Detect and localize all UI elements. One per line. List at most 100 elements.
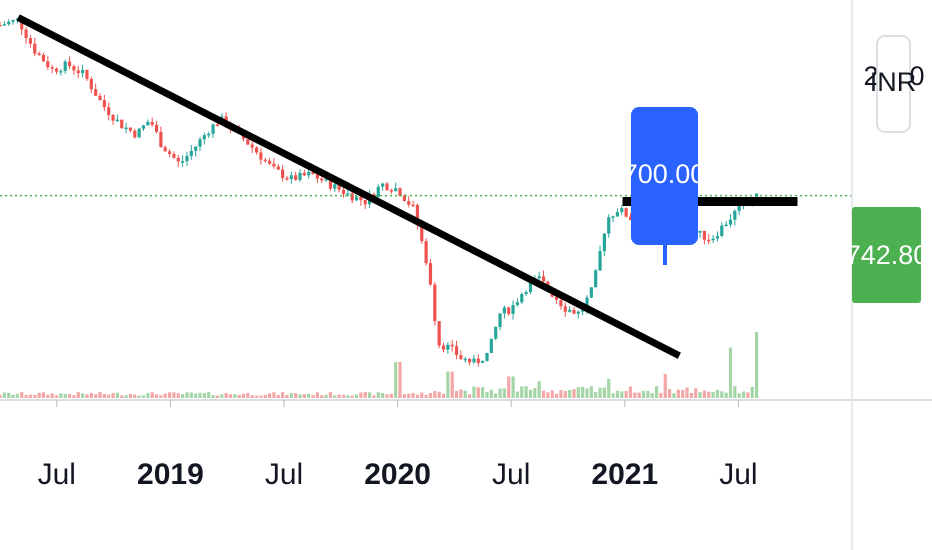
volume-bar bbox=[346, 395, 350, 398]
candle-body bbox=[585, 297, 589, 309]
candle-body bbox=[250, 144, 254, 148]
candle-body bbox=[41, 54, 46, 62]
candle-body bbox=[137, 128, 141, 138]
candle-body bbox=[102, 100, 106, 108]
volume-bar bbox=[472, 386, 476, 398]
volume-bar bbox=[533, 388, 537, 398]
volume-bar bbox=[50, 393, 54, 398]
volume-bar bbox=[598, 387, 602, 398]
candle-body bbox=[76, 70, 80, 74]
volume-bar bbox=[289, 393, 293, 398]
volume-bar bbox=[328, 392, 333, 398]
volume-bar bbox=[520, 386, 524, 398]
candle-body bbox=[437, 321, 441, 346]
candle-body bbox=[163, 147, 167, 152]
candle-body bbox=[346, 193, 350, 195]
volume-bar bbox=[515, 391, 520, 398]
candle-body bbox=[572, 309, 576, 314]
volume-bar bbox=[541, 390, 546, 398]
candle-body bbox=[276, 166, 280, 170]
trendline-descending-resistance[interactable] bbox=[16, 14, 681, 359]
volume-bars bbox=[0, 332, 759, 398]
volume-bar bbox=[394, 362, 398, 398]
volume-bar bbox=[85, 394, 89, 398]
candle-body bbox=[207, 133, 211, 136]
candle-body bbox=[263, 159, 267, 162]
candle-body bbox=[185, 156, 189, 162]
volume-bar bbox=[311, 395, 315, 398]
candle-body bbox=[150, 121, 154, 125]
volume-bar bbox=[41, 392, 46, 398]
volume-bar bbox=[259, 395, 263, 398]
volume-bar bbox=[198, 392, 202, 398]
volume-bar bbox=[263, 394, 267, 398]
candle-body bbox=[320, 178, 324, 181]
candle-body bbox=[589, 287, 593, 298]
candle-body bbox=[494, 326, 498, 339]
currency-badge[interactable]: 2 INR 0 bbox=[863, 35, 925, 133]
annotation-label: 700.00 bbox=[623, 159, 706, 189]
candle-body bbox=[554, 296, 559, 300]
volume-bar bbox=[376, 392, 380, 398]
volume-bar bbox=[720, 391, 724, 398]
volume-bar bbox=[641, 390, 646, 398]
candle-body bbox=[259, 152, 263, 160]
candle-body bbox=[420, 225, 424, 242]
candle-body bbox=[176, 157, 180, 162]
volume-bar bbox=[650, 393, 654, 398]
volume-bar bbox=[624, 391, 628, 398]
candle-body bbox=[428, 263, 433, 285]
volume-bar bbox=[554, 393, 559, 398]
candle-body bbox=[281, 169, 285, 178]
candle-body bbox=[415, 204, 420, 226]
candle-body bbox=[133, 130, 137, 138]
candle-body bbox=[594, 270, 598, 288]
candle-body bbox=[737, 204, 741, 211]
volume-bar bbox=[359, 392, 363, 398]
volume-bar bbox=[698, 392, 702, 398]
volume-bar bbox=[98, 392, 102, 398]
volume-bar bbox=[559, 390, 563, 398]
last-price-value: 742.80 bbox=[846, 240, 929, 270]
volume-bar bbox=[637, 392, 641, 398]
candle-body bbox=[333, 184, 337, 189]
candle-body bbox=[481, 361, 485, 363]
volume-bar bbox=[572, 389, 576, 398]
volume-bar bbox=[615, 390, 620, 398]
candle-body bbox=[376, 186, 380, 197]
candle-body bbox=[463, 358, 467, 361]
candle-body bbox=[424, 241, 428, 264]
volume-bar bbox=[702, 390, 706, 398]
volume-bar bbox=[589, 386, 593, 398]
candle-body bbox=[389, 190, 393, 192]
volume-bar bbox=[59, 393, 63, 398]
volume-bar bbox=[511, 376, 515, 398]
candle-body bbox=[267, 160, 272, 164]
candle-body bbox=[98, 95, 102, 101]
volume-bar bbox=[628, 386, 633, 398]
candle-body bbox=[11, 19, 15, 22]
volume-bar bbox=[294, 393, 298, 398]
candle-body bbox=[724, 224, 728, 227]
candle-body bbox=[385, 183, 389, 191]
volume-bar bbox=[202, 393, 206, 398]
volume-bar bbox=[659, 392, 663, 398]
volume-bar bbox=[337, 394, 341, 398]
volume-bar bbox=[372, 395, 376, 398]
volume-bar bbox=[668, 389, 672, 398]
candle-body bbox=[611, 216, 615, 218]
candle-body bbox=[298, 172, 302, 180]
x-tick-label: 2020 bbox=[364, 458, 431, 491]
volume-bar bbox=[111, 393, 115, 398]
volume-bar bbox=[302, 394, 306, 398]
volume-bar bbox=[363, 392, 367, 398]
volume-bar bbox=[424, 394, 428, 398]
candle-body bbox=[454, 346, 459, 356]
volume-bar bbox=[246, 392, 250, 398]
candle-body bbox=[433, 284, 437, 322]
volume-bar bbox=[37, 392, 41, 398]
candle-body bbox=[63, 61, 67, 72]
volume-bar bbox=[389, 393, 393, 398]
volume-bar bbox=[54, 395, 59, 398]
candle-body bbox=[120, 119, 124, 129]
